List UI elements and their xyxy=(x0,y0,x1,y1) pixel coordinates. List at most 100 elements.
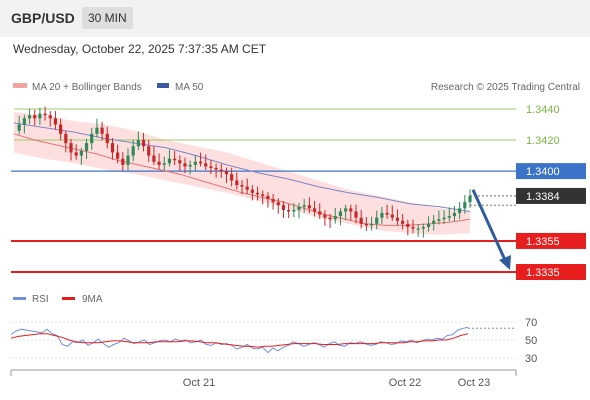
level-tag-1-3335 xyxy=(516,264,586,280)
level-label-1-3420: 1.3420 xyxy=(526,135,560,147)
candle-body xyxy=(79,150,83,156)
candle-body xyxy=(245,186,249,190)
candle-body xyxy=(136,140,140,147)
candle-body xyxy=(126,155,130,165)
candle-body xyxy=(468,195,472,203)
candle-body xyxy=(162,163,166,165)
candle-body xyxy=(152,155,156,162)
candle-body xyxy=(230,174,234,181)
candle-body xyxy=(395,217,400,221)
candle-body xyxy=(266,195,270,200)
candle-body xyxy=(116,152,120,159)
candle-body xyxy=(442,217,446,220)
candle-body xyxy=(38,113,42,119)
ma50-legend-swatch xyxy=(157,83,169,88)
candle-body xyxy=(380,213,384,218)
candle-body xyxy=(307,205,311,209)
candle-body xyxy=(224,171,229,175)
candle-body xyxy=(95,127,99,134)
candle-body xyxy=(426,223,431,227)
rsi-legend: RSI xyxy=(32,294,49,305)
candle-body xyxy=(411,226,415,229)
candle-body xyxy=(90,133,94,144)
candle-body xyxy=(458,208,462,214)
candle-body xyxy=(183,163,187,167)
candle-body xyxy=(261,194,265,196)
candle-body xyxy=(43,113,47,116)
candle-body xyxy=(421,226,425,229)
rsi-ma9-line xyxy=(10,333,469,348)
timeframe-button[interactable]: 30 MIN xyxy=(82,7,133,29)
candle-body xyxy=(250,189,254,193)
candle-body xyxy=(312,208,317,212)
forecast-arrow-shaft xyxy=(471,189,507,261)
candle-body xyxy=(69,143,73,153)
candle-body xyxy=(338,211,343,217)
candle-body xyxy=(121,158,125,165)
candle-body xyxy=(22,118,26,125)
candle-body xyxy=(53,118,58,125)
candle-body xyxy=(110,143,115,153)
level-label-1-3400: 1.3400 xyxy=(526,166,560,178)
candle-body xyxy=(385,213,389,215)
candle-body xyxy=(64,133,68,144)
ma50-line xyxy=(13,122,471,212)
candle-body xyxy=(447,216,451,218)
candle-body xyxy=(302,205,306,207)
candle-body xyxy=(48,115,52,119)
candle-body xyxy=(344,208,348,212)
candle-body xyxy=(214,167,218,170)
candle-body xyxy=(17,124,21,131)
candle-body xyxy=(84,143,89,151)
candle-body xyxy=(100,127,104,134)
candle-body xyxy=(401,220,405,224)
candle-body xyxy=(287,209,291,212)
candle-body xyxy=(375,217,379,224)
candle-body xyxy=(297,206,301,210)
candle-body xyxy=(33,115,37,119)
candle-body xyxy=(188,164,192,167)
rsi-legend-swatch xyxy=(13,297,26,300)
candle-body xyxy=(235,180,239,186)
candle-body xyxy=(328,217,332,220)
bollinger-legend-swatch xyxy=(13,83,27,88)
candle-body xyxy=(131,146,135,156)
candle-body xyxy=(432,220,436,224)
forecast-arrow-head xyxy=(499,255,511,270)
candle-body xyxy=(390,214,394,218)
candle-body xyxy=(173,158,177,161)
ma9-legend: 9MA xyxy=(82,294,103,305)
candle-body xyxy=(204,163,208,167)
x-label-oct23: Oct 23 xyxy=(458,377,490,389)
level-tag-1-3355 xyxy=(516,232,586,249)
level-label-1-3335: 1.3335 xyxy=(526,267,560,279)
x-label-oct22: Oct 22 xyxy=(389,377,421,389)
candle-body xyxy=(281,205,286,210)
candle-body xyxy=(292,209,296,212)
candle-body xyxy=(141,140,146,147)
candle-body xyxy=(271,199,275,203)
candle-body xyxy=(59,124,63,134)
candle-body xyxy=(333,216,337,220)
candle-body xyxy=(323,214,327,218)
candle-body xyxy=(463,202,467,209)
level-label-1-3355: 1.3355 xyxy=(526,236,560,248)
candle-body xyxy=(198,161,203,164)
bollinger-legend: MA 20 + Bollinger Bands xyxy=(32,82,142,93)
candle-body xyxy=(255,192,260,195)
ma50-legend: MA 50 xyxy=(175,82,204,93)
candle-body xyxy=(193,161,197,165)
candle-body xyxy=(276,202,280,206)
candle-body xyxy=(167,158,172,164)
candle-body xyxy=(452,213,457,217)
candle-body xyxy=(105,133,109,144)
level-label-1-3440: 1.3440 xyxy=(526,104,560,116)
chart-timestamp: Wednesday, October 22, 2025 7:37:35 AM C… xyxy=(13,42,267,56)
candle-body xyxy=(416,228,420,230)
chart-header: GBP/USD 30 MIN xyxy=(0,0,590,37)
candle-body xyxy=(354,211,358,218)
symbol-title: GBP/USD xyxy=(11,10,75,26)
rsi-line xyxy=(10,326,469,354)
credit-text: Research © 2025 Trading Central xyxy=(431,82,580,93)
